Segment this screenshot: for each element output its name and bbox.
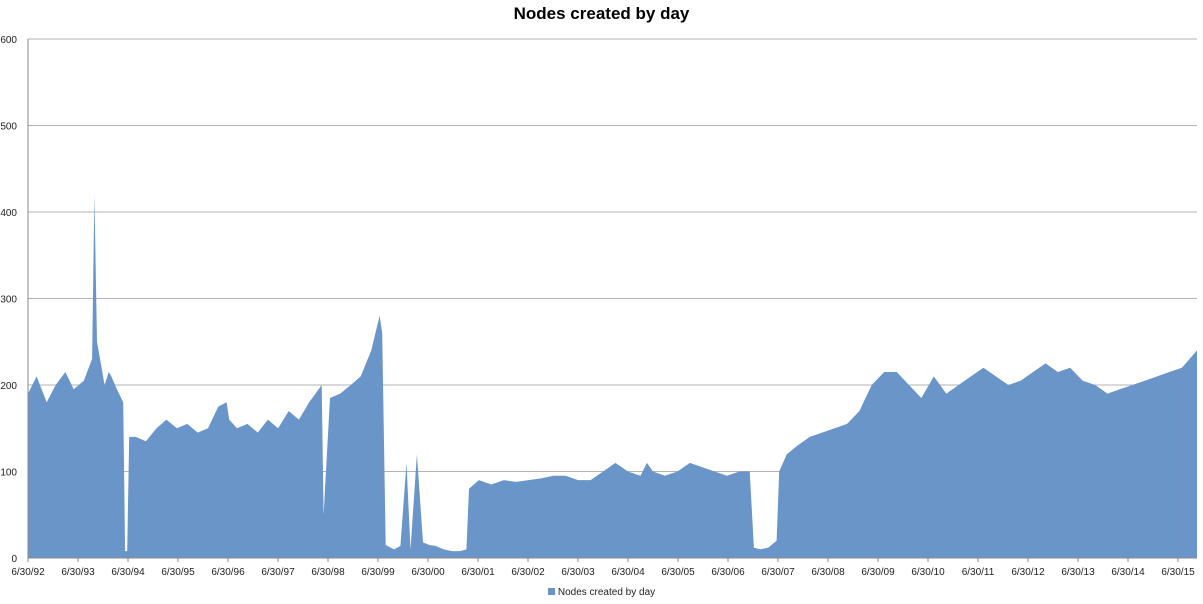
y-tick-label: 0 (11, 554, 17, 565)
x-tick-label: 6/30/95 (161, 567, 195, 578)
y-tick-labels: 0 100 200 300 400 500 600 (0, 35, 17, 565)
x-tick-label: 6/30/96 (211, 567, 245, 578)
x-tick-label: 6/30/15 (1161, 567, 1195, 578)
x-tick-label: 6/30/12 (1011, 567, 1045, 578)
x-tick-label: 6/30/01 (461, 567, 495, 578)
x-tick-label: 6/30/93 (61, 567, 95, 578)
x-tick-label: 6/30/92 (11, 567, 45, 578)
x-tick-label: 6/30/06 (711, 567, 745, 578)
series-area-layer (28, 194, 1197, 558)
x-tick-label: 6/30/99 (361, 567, 395, 578)
x-tick-label: 6/30/97 (261, 567, 295, 578)
x-tick-labels: 6/30/92 6/30/93 6/30/94 6/30/95 6/30/96 6/30/… (11, 558, 1195, 578)
x-tick-label: 6/30/10 (911, 567, 945, 578)
x-tick-label: 6/30/07 (761, 567, 795, 578)
x-tick-label: 6/30/05 (661, 567, 695, 578)
x-tick-label: 6/30/03 (561, 567, 595, 578)
y-tick-label: 600 (0, 35, 17, 46)
y-tick-label: 300 (0, 295, 17, 306)
legend: Nodes created by day (0, 587, 1203, 598)
x-tick-label: 6/30/02 (511, 567, 545, 578)
y-tick-label: 200 (0, 381, 17, 392)
x-tick-label: 6/30/08 (811, 567, 845, 578)
x-tick-label: 6/30/04 (611, 567, 645, 578)
legend-label: Nodes created by day (557, 587, 656, 598)
x-tick-label: 6/30/09 (861, 567, 895, 578)
x-tick-label: 6/30/13 (1061, 567, 1095, 578)
y-tick-label: 400 (0, 208, 17, 219)
y-tick-label: 100 (0, 468, 17, 479)
x-tick-label: 6/30/14 (1111, 567, 1145, 578)
x-tick-label: 6/30/00 (411, 567, 445, 578)
x-tick-label: 6/30/11 (962, 567, 995, 578)
x-tick-label: 6/30/98 (311, 567, 345, 578)
x-tick-label: 6/30/94 (111, 567, 145, 578)
legend-swatch (547, 588, 555, 595)
axes (27, 39, 1197, 559)
series-area (28, 194, 1197, 558)
chart-title: Nodes created by day (513, 4, 690, 23)
y-tick-label: 500 (0, 122, 17, 133)
